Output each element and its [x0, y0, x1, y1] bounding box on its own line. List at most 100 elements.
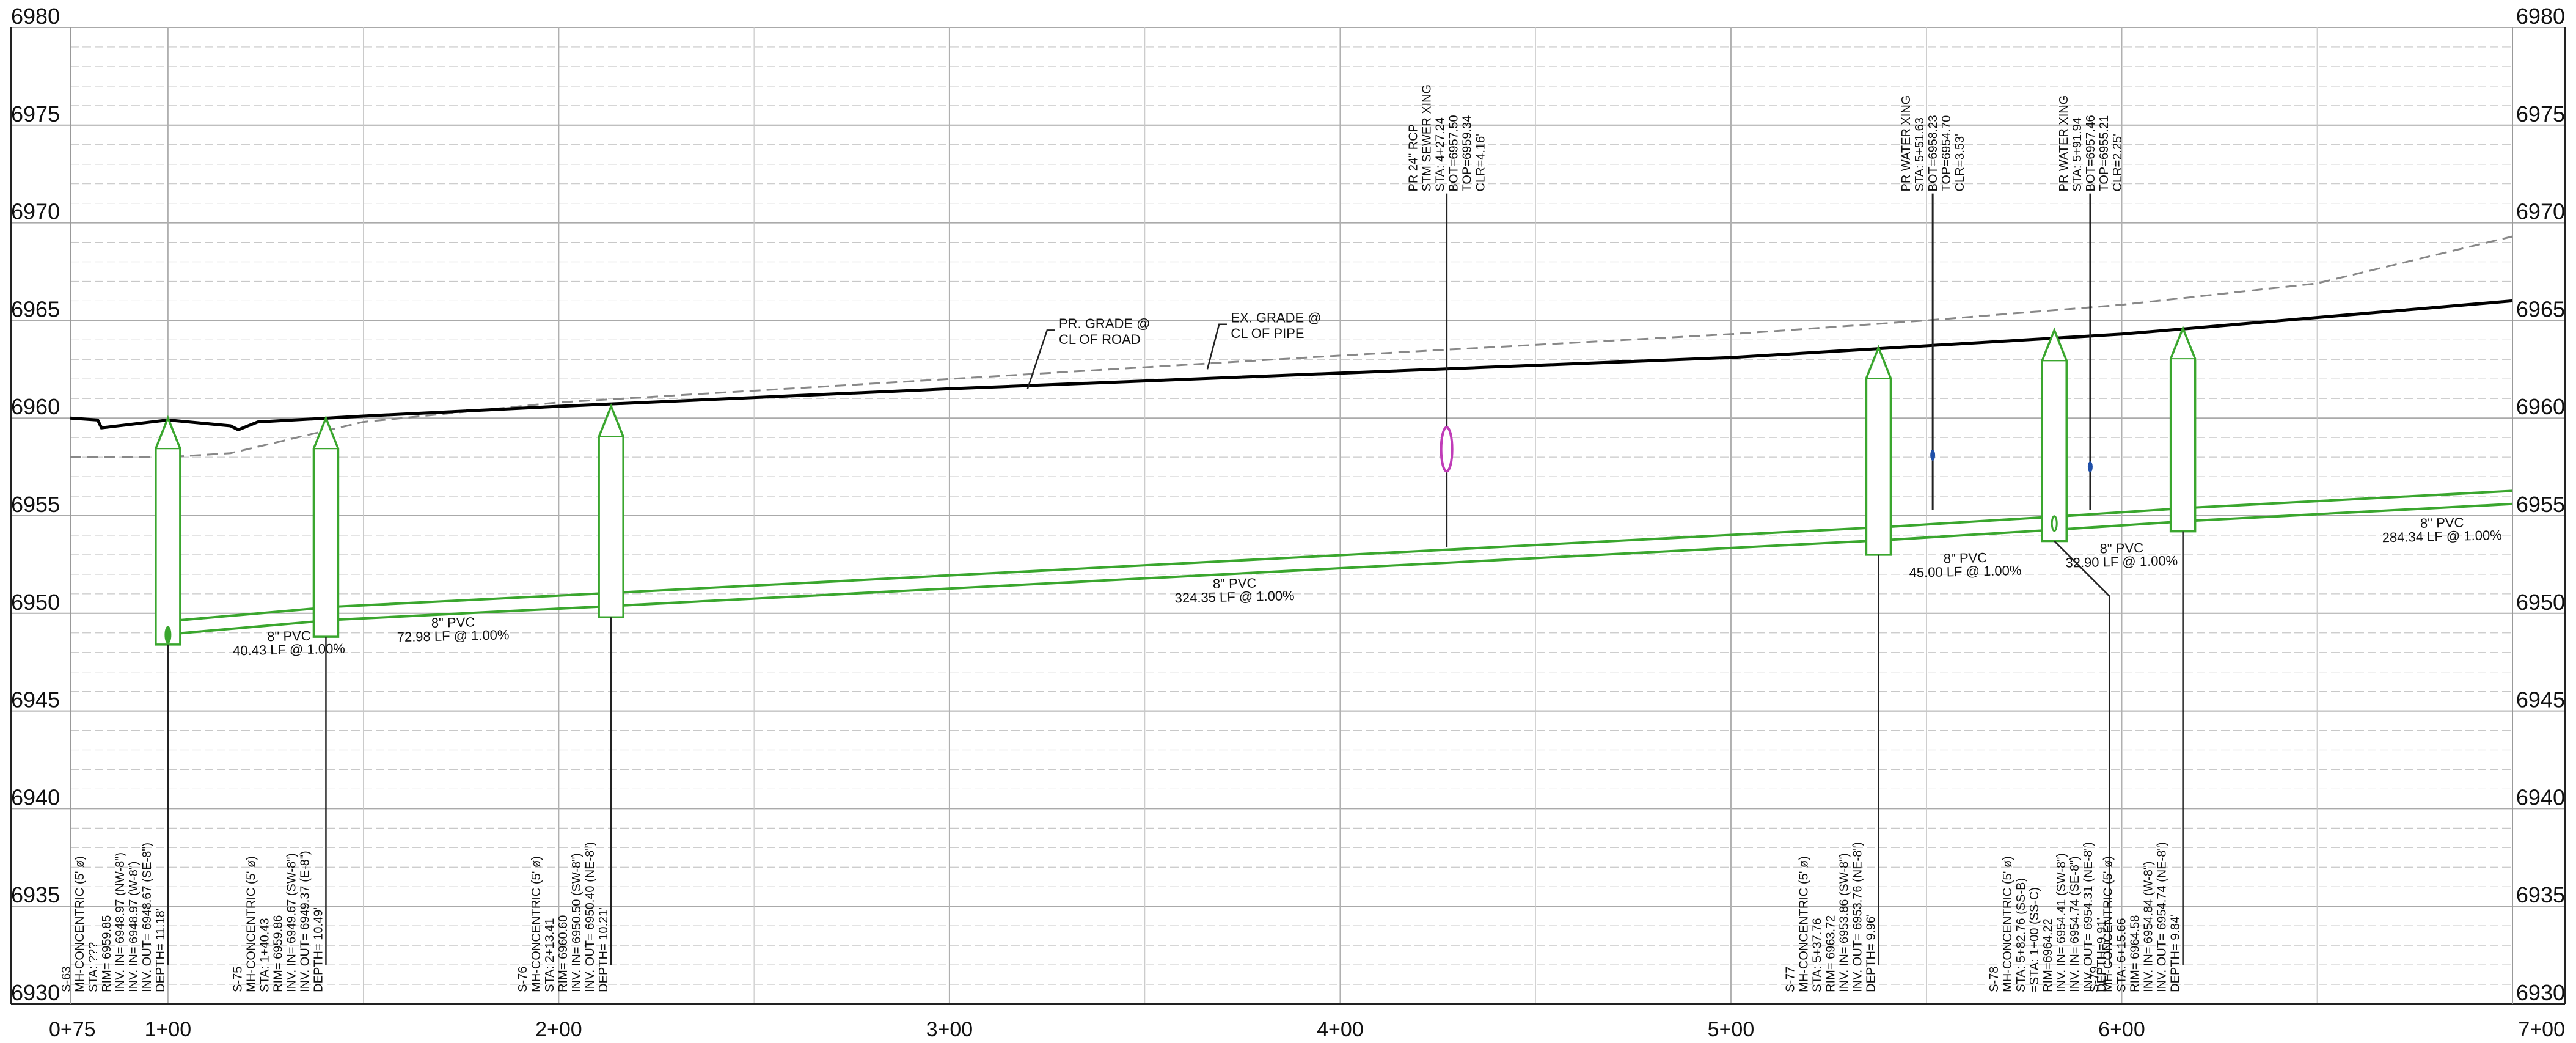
drop-marker [164, 626, 172, 644]
crossing-label-line: CLR=4.16' [1474, 134, 1488, 191]
crossing-label-line: STM SEWER XING [1421, 84, 1434, 192]
crossing-label-line: BOT=6957.50 [1447, 115, 1461, 191]
pipe-invert-line [177, 502, 2513, 635]
manhole-label-line: S-77 [1784, 967, 1797, 992]
manhole-structure [2169, 325, 2197, 533]
axis-labels: 6930 6930 6935 6935 6940 6940 6945 6945 6950 6950… [11, 4, 2565, 1041]
manhole-label-line: INV. OUT= 6949.37 (E-8") [298, 851, 312, 992]
elevation-label-right: 6970 [2516, 199, 2565, 224]
storm-pipe-crossing [1440, 426, 1454, 473]
manhole-label-line: MH-CONCENTRIC (5' ø) [530, 856, 543, 992]
manhole-label-line: S-79 [2088, 967, 2102, 992]
elevation-label-left: 6970 [11, 199, 60, 224]
manhole-label-line: =STA: 1+00 (SS-C) [2028, 887, 2041, 992]
crossing-label-line: TOP=6959.34 [1461, 115, 1474, 192]
crossing-label-line: BOT=6957.46 [2084, 115, 2098, 191]
pipe-label-length: 324.35 LF @ 1.00% [1174, 588, 1294, 606]
frame [10, 27, 2566, 1005]
manhole-label-line: S-76 [516, 967, 530, 992]
manhole-label-line: DEPTH= 9.84' [2169, 914, 2183, 992]
elevation-label-left: 6930 [11, 980, 60, 1005]
manhole-leader-line [2054, 540, 2110, 965]
manhole-label-line: INV. OUT= 6950.40 (NE-8") [584, 842, 597, 992]
elevation-label-right: 6930 [2516, 980, 2565, 1005]
manhole-label-line: STA: 1+40.43 [258, 918, 271, 992]
manhole-label-line: DEPTH=9.91' [2095, 918, 2109, 992]
station-label: 6+00 [2098, 1018, 2145, 1041]
manhole-label-line: INV. IN= 6953.86 (SW-8") [1837, 853, 1851, 992]
crossing-label-line: PR WATER XING [2057, 95, 2071, 192]
manholes [155, 325, 2197, 965]
pipe-label-length: 32.90 LF @ 1.00% [2065, 553, 2178, 571]
manhole-structure [312, 415, 340, 638]
manhole-label-line: DEPTH= 9.96' [1864, 914, 1878, 992]
manhole-label-line: S-75 [231, 967, 244, 992]
manhole-label-line: INV. OUT= 6953.76 (NE-8") [1851, 842, 1864, 992]
elevation-label-right: 6950 [2516, 590, 2565, 615]
crossing-label-line: CLR=3.53' [1953, 134, 1967, 191]
manhole-label-line: STA: 6+15.66 [2115, 918, 2129, 992]
pipe-label-size: 8" PVC [1944, 550, 1988, 566]
elevation-label-right: 6940 [2516, 785, 2565, 810]
crossing-label-line: TOP=6955.21 [2098, 115, 2111, 192]
manhole-label-line: S-78 [1988, 967, 2001, 992]
existing-grade-line [70, 235, 2513, 458]
pipe-label-size: 8" PVC [2099, 540, 2143, 556]
elevation-label-left: 6955 [11, 492, 60, 517]
manhole-label-line: DEPTH= 10.49' [312, 907, 325, 992]
manhole-label-line: RIM= 6959.85 [100, 915, 114, 992]
manhole-label-line: MH-CONCENTRIC (5' ø) [1797, 856, 1810, 992]
manhole-label-line: RIM= 6960.60 [557, 915, 570, 992]
manhole-label-line: INV. OUT= 6954.31 (NE-8") [2082, 842, 2095, 992]
manhole-label-line: INV. IN= 6948.97 (W-8") [127, 861, 141, 992]
manhole-label-line: INV. IN= 6954.84 (W-8") [2142, 861, 2156, 992]
manhole-label-line: INV. IN= 6950.50 (SW-8") [570, 853, 584, 992]
manhole-label-line: MH-CONCENTRIC (5' ø) [244, 856, 258, 992]
manhole-label-line: INV. IN= 6949.67 (SW-8") [285, 853, 298, 992]
elevation-label-right: 6955 [2516, 492, 2565, 517]
pipe-label-length: 72.98 LF @ 1.00% [397, 627, 509, 645]
manhole-label-line: DEPTH= 10.21' [597, 907, 610, 992]
grade-label-leader [1206, 323, 1227, 370]
crossing-label-line: PR 24" RCP [1407, 124, 1421, 191]
manhole-label-line: INV. OUT= 6954.74 (NE-8") [2156, 842, 2169, 992]
pipe-label-length: 40.43 LF @ 1.00% [233, 641, 345, 659]
elevation-label-right: 6980 [2516, 4, 2565, 29]
elevation-label-left: 6975 [11, 101, 60, 126]
station-label: 7+00 [2518, 1018, 2565, 1041]
manhole-label-line: MH-CONCENTRIC (5' ø) [2001, 856, 2014, 992]
crossing-label-line: CLR=2.25' [2111, 134, 2124, 191]
manhole-label-line: RIM=6964.22 [2041, 918, 2055, 992]
pipe-label-size: 8" PVC [431, 614, 475, 630]
manhole-label-line: INV. IN= 6954.74 (SE-8") [2068, 856, 2082, 992]
manhole-label-line: STA: ??? [87, 942, 100, 992]
grade-label-line: CL OF ROAD [1059, 332, 1141, 347]
pipe-label-length: 45.00 LF @ 1.00% [1909, 563, 2021, 580]
station-label: 3+00 [926, 1018, 973, 1041]
elevation-label-left: 6950 [11, 590, 60, 615]
water-main-crossing [1930, 449, 1936, 461]
station-label: 0+75 [49, 1018, 96, 1041]
crossing-label-line: STA: 5+51.63 [1913, 117, 1927, 191]
elevation-label-left: 6960 [11, 394, 60, 419]
manhole-label-line: STA: 5+37.76 [1810, 918, 1824, 992]
manhole-label-line: STA: 2+13.41 [543, 918, 557, 992]
elevation-label-right: 6945 [2516, 687, 2565, 712]
station-label: 1+00 [145, 1018, 192, 1041]
elevation-label-right: 6975 [2516, 101, 2565, 126]
grid-lines [11, 27, 2565, 1005]
manhole-label-line: INV. IN= 6954.41 (SW-8") [2055, 853, 2068, 992]
grade-label-line: EX. GRADE @ [1231, 310, 1321, 326]
grade-lines [70, 235, 2513, 458]
station-label: 2+00 [535, 1018, 582, 1041]
manhole-label-line: RIM= 6963.72 [1824, 915, 1837, 992]
drop-marker [2051, 515, 2058, 532]
manhole-structure [155, 415, 181, 646]
water-main-crossing [2087, 461, 2093, 473]
elevation-label-left: 6965 [11, 296, 60, 321]
elevation-label-left: 6945 [11, 687, 60, 712]
manhole-label-line: RIM= 6964.58 [2129, 915, 2142, 992]
grade-label-line: CL OF PIPE [1231, 326, 1304, 341]
crossing-label-line: BOT=6958.23 [1927, 115, 1940, 191]
